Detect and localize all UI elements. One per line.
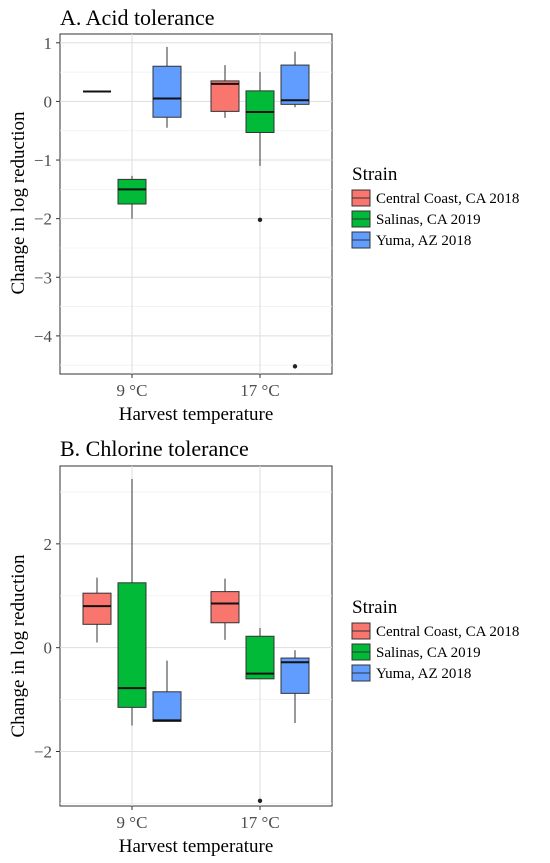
panel-b-legend-label: Central Coast, CA 2018 — [376, 624, 519, 640]
panel-a-y-tick-label: −2 — [34, 210, 52, 229]
panel-b-title: B. Chlorine tolerance — [60, 436, 249, 461]
panel-b-legend-label: Salinas, CA 2019 — [376, 645, 481, 661]
panel-a-legend-label: Yuma, AZ 2018 — [376, 233, 471, 249]
panel-a-box — [280, 64, 310, 105]
panel-a-outlier-point — [257, 217, 263, 223]
panel-b-outlier-point — [257, 798, 263, 804]
panel-a-box — [152, 65, 182, 118]
panel-a-x-tick-label: 9 °C — [117, 381, 148, 400]
panel-a-x-tick-label: 17 °C — [240, 381, 279, 400]
panel-b-box — [245, 635, 275, 680]
panel-a-box — [210, 80, 240, 112]
panel-a-outlier-point — [292, 364, 298, 369]
panel-a-y-tick-label: 0 — [44, 92, 53, 111]
panel-b-box — [152, 691, 182, 722]
panel-b-x-axis-title: Harvest temperature — [119, 836, 274, 857]
panel-a-y-tick-label: −3 — [34, 268, 52, 287]
panel-b-legend-title: Strain — [352, 597, 398, 618]
panel-b-y-tick-label: 2 — [44, 535, 53, 554]
panel-a-legend-title: Strain — [352, 164, 398, 185]
panel-a-x-axis-title: Harvest temperature — [119, 404, 274, 425]
panel-b-x-tick-label: 17 °C — [240, 813, 279, 832]
panel-b-plot-area — [59, 465, 333, 807]
panel-b-legend-label: Yuma, AZ 2018 — [376, 666, 471, 682]
panel-a-y-tick-label: 1 — [44, 34, 53, 53]
panel-b-y-tick-label: 0 — [44, 639, 53, 658]
panel-b-y-tick-label: −2 — [34, 742, 52, 761]
panel-a-y-tick-label: −1 — [34, 151, 52, 170]
panel-b-x-tick-label: 9 °C — [117, 813, 148, 832]
panel-a-legend-label: Central Coast, CA 2018 — [376, 191, 519, 207]
panel-a-legend-label: Salinas, CA 2019 — [376, 212, 481, 228]
panel-a-y-tick-label: −4 — [34, 327, 53, 346]
panel-a-title: A. Acid tolerance — [60, 5, 215, 30]
panel-a-y-axis-title: Change in log reduction — [8, 111, 29, 295]
panel-b-box — [280, 657, 310, 694]
panel-b-box — [117, 582, 147, 708]
panel-b-box — [210, 591, 240, 624]
panel-b-box — [82, 592, 112, 625]
chart-marks: 1 0 −1 −2 −3 −4 9 °C 17 °C Central Coast, CA 201… — [34, 33, 519, 832]
panel-a-box — [117, 178, 147, 205]
panel-b-y-axis-title: Change in log reduction — [8, 554, 29, 738]
